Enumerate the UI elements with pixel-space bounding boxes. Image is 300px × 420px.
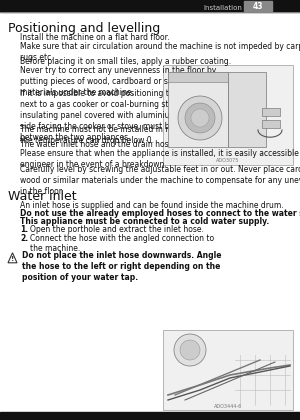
Text: 1.: 1. bbox=[20, 226, 28, 234]
Text: Please ensure that when the appliance is installed, it is easily accessible for : Please ensure that when the appliance is… bbox=[20, 149, 300, 169]
Text: Never try to correct any unevenness in the floor by
putting pieces of wood, card: Never try to correct any unevenness in t… bbox=[20, 66, 216, 97]
Bar bbox=[244, 1, 272, 11]
Text: Do not place the inlet hose downwards. Angle
the hose to the left or right depen: Do not place the inlet hose downwards. A… bbox=[22, 251, 221, 282]
Text: Do not use the already employed hoses to connect to the water supply.: Do not use the already employed hoses to… bbox=[20, 209, 300, 218]
Bar bbox=[168, 72, 228, 147]
Text: The machine must not be installed in rooms where
the temperature can drop below : The machine must not be installed in roo… bbox=[20, 125, 215, 145]
Bar bbox=[168, 72, 228, 82]
Text: Open the porthole and extract the inlet hose.: Open the porthole and extract the inlet … bbox=[30, 226, 204, 234]
Circle shape bbox=[191, 109, 209, 127]
Bar bbox=[0, 0, 300, 12]
Text: Installation: Installation bbox=[203, 5, 242, 10]
Text: ADO3444-6: ADO3444-6 bbox=[214, 404, 242, 409]
Text: Positioning and levelling: Positioning and levelling bbox=[8, 22, 160, 35]
Text: Connect the hose with the angled connection to
the machine.: Connect the hose with the angled connect… bbox=[30, 234, 214, 253]
Bar bbox=[163, 65, 293, 165]
Text: !: ! bbox=[11, 256, 14, 262]
Bar bbox=[262, 108, 280, 116]
Circle shape bbox=[180, 340, 200, 360]
Bar bbox=[262, 120, 280, 128]
Text: This appliance must be connected to a cold water supply.: This appliance must be connected to a co… bbox=[20, 217, 269, 226]
Text: ADO3075: ADO3075 bbox=[216, 158, 240, 163]
Circle shape bbox=[178, 96, 222, 140]
Text: Make sure that air circulation around the machine is not impeded by carpets,
rug: Make sure that air circulation around th… bbox=[20, 42, 300, 62]
Text: Before placing it on small tiles, apply a rubber coating.: Before placing it on small tiles, apply … bbox=[20, 58, 231, 66]
Bar bbox=[0, 412, 300, 420]
Text: Carefully level by screwing the adjustable feet in or out. Never place cardboard: Carefully level by screwing the adjustab… bbox=[20, 165, 300, 196]
Text: Water inlet: Water inlet bbox=[8, 190, 76, 203]
Text: The water inlet hose and the drain hose must not be kinked.: The water inlet hose and the drain hose … bbox=[20, 140, 252, 149]
Polygon shape bbox=[8, 253, 17, 263]
Bar bbox=[163, 330, 293, 410]
Circle shape bbox=[185, 103, 215, 133]
Text: 43: 43 bbox=[253, 2, 263, 11]
Text: If it is impossible to avoid positioning the machine
next to a gas cooker or coa: If it is impossible to avoid positioning… bbox=[20, 89, 218, 142]
Circle shape bbox=[174, 334, 206, 366]
Bar bbox=[228, 72, 266, 147]
Text: 2.: 2. bbox=[20, 234, 28, 243]
Text: An inlet hose is supplied and can be found inside the machine drum.: An inlet hose is supplied and can be fou… bbox=[20, 201, 284, 210]
Text: Install the machine on a flat hard floor.: Install the machine on a flat hard floor… bbox=[20, 33, 169, 42]
